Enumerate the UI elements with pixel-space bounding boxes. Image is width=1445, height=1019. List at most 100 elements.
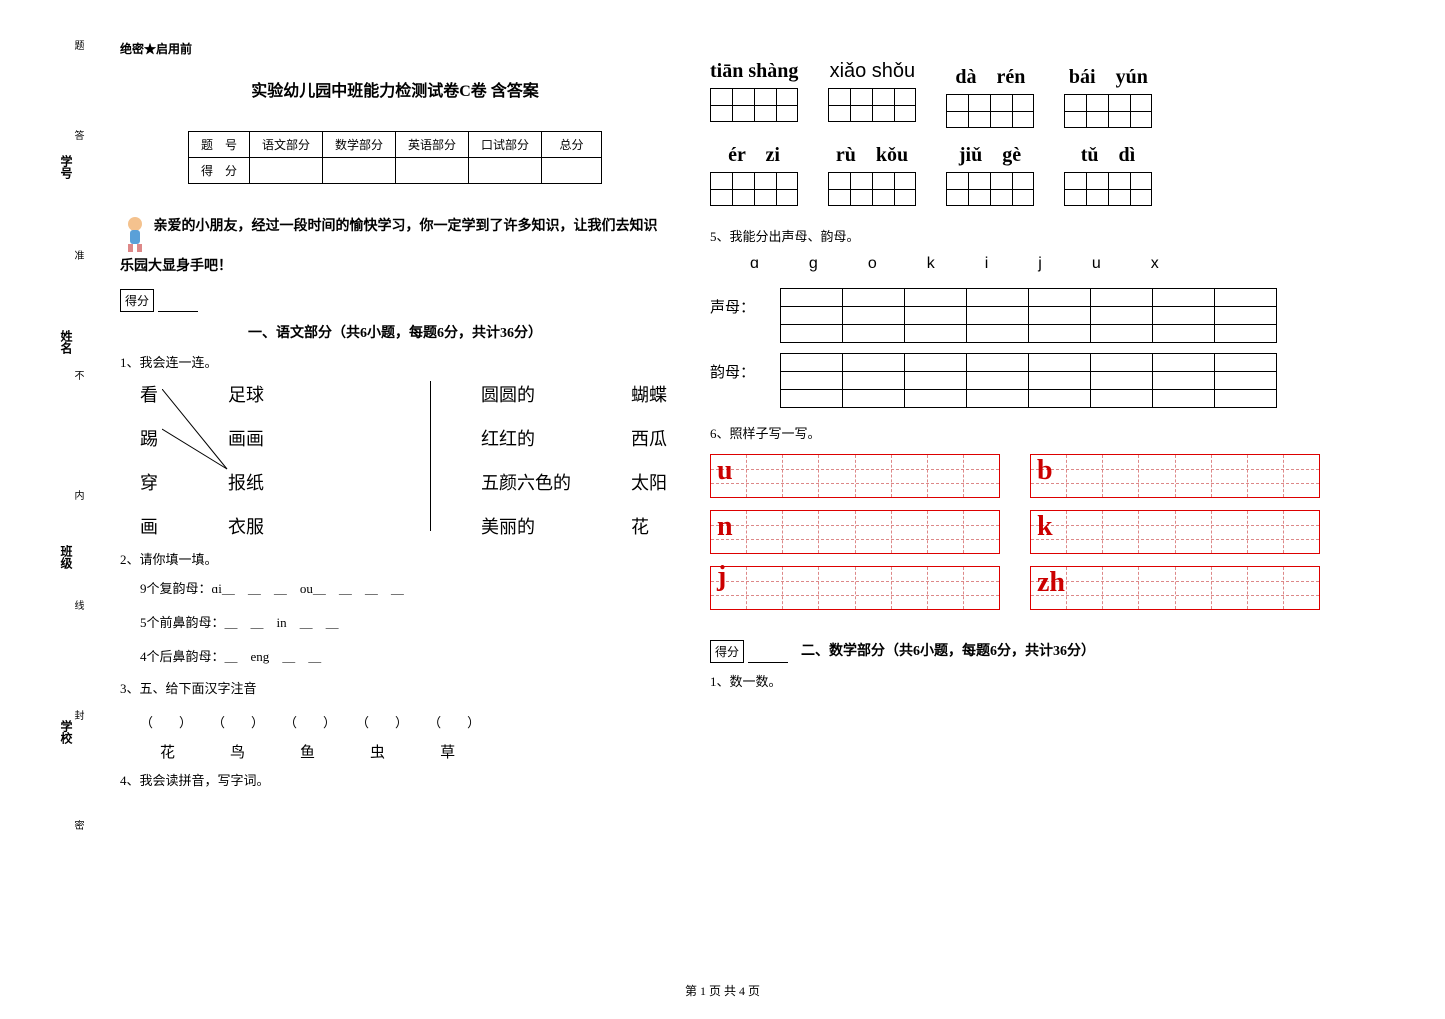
left-column: 绝密★启用前 实验幼儿园中班能力检测试卷C卷 含答案 题 号 语文部分 数学部分… [100, 30, 690, 930]
binding-marker: 线 [70, 600, 85, 610]
pinyin-group: xiǎo shǒu [828, 60, 916, 122]
q5-table [780, 288, 1277, 343]
q4-row2: ér zi rù kǒu jiǔ gè tǔ dì [710, 138, 1350, 206]
binding-marker: 准 [70, 250, 85, 260]
match-item: 美丽的 [481, 513, 571, 539]
paren: （ ） [140, 712, 192, 731]
match-item: 红红的 [481, 425, 571, 451]
char-grid [946, 172, 1034, 206]
pinyin-group: ér zi [710, 138, 798, 206]
pinyin-group: dà rén [946, 60, 1034, 128]
letter: x [1151, 255, 1159, 273]
q1-left-b: 足球 画画 报纸 衣服 [228, 381, 264, 539]
score-cell [396, 158, 469, 184]
score-header: 总分 [542, 132, 602, 158]
grid-letter: u [717, 457, 733, 485]
score-header: 英语部分 [396, 132, 469, 158]
match-line-icon [162, 389, 232, 519]
s2-q1-label: 1、数一数。 [710, 671, 1350, 690]
binding-marker: 内 [70, 490, 85, 500]
binding-marker: 答 [70, 130, 85, 140]
right-column: tiān shàng xiǎo shǒu dà rén bái yún [690, 30, 1370, 930]
char-grid [946, 94, 1034, 128]
q2-line2: 5个前鼻韵母：＿ ＿ in ＿ ＿ [140, 610, 670, 636]
writing-grid: n [710, 510, 1000, 554]
intro-text: 亲爱的小朋友，经过一段时间的愉快学习，你一定学到了许多知识，让我们去知识乐园大显… [120, 214, 670, 279]
q2-label: 2、请你填一填。 [120, 549, 670, 568]
score-cell [249, 158, 322, 184]
table-row: 得 分 [188, 158, 601, 184]
page-footer: 第 1 页 共 4 页 [0, 982, 1445, 999]
q3-parens: （ ） （ ） （ ） （ ） （ ） [140, 712, 670, 731]
score-header: 口试部分 [469, 132, 542, 158]
q1-left-a: 看 踢 穿 画 [140, 381, 158, 539]
char: 虫 [370, 741, 385, 762]
classification: 绝密★启用前 [120, 40, 670, 57]
char-grid [828, 88, 916, 122]
pinyin-text: xiǎo shǒu [830, 60, 916, 83]
writing-grid: u [710, 454, 1000, 498]
match-item: 太阳 [631, 469, 667, 495]
score-label: 得 分 [188, 158, 249, 184]
pinyin-text: rù kǒu [836, 138, 908, 167]
binding-field-id: 学号 [58, 155, 75, 179]
match-item: 画 [140, 513, 158, 539]
char-grid [710, 88, 798, 122]
q6-row: u b [710, 454, 1350, 498]
score-cell [542, 158, 602, 184]
intro-content: 亲爱的小朋友，经过一段时间的愉快学习，你一定学到了许多知识，让我们去知识乐园大显… [120, 219, 658, 274]
pinyin-text: jiǔ gè [959, 138, 1021, 167]
grid-letter: zh [1037, 569, 1065, 597]
q2-line1: 9个复韵母：ɑi＿ ＿ ＿ ou＿ ＿ ＿ ＿ [140, 576, 670, 602]
match-item: 看 [140, 381, 158, 407]
char-grid [1064, 94, 1152, 128]
grid-letter: j [717, 563, 726, 591]
match-item: 足球 [228, 381, 264, 407]
score-badge: 得分 [120, 289, 154, 312]
binding-marker: 题 [70, 40, 85, 50]
char-grid [828, 172, 916, 206]
q1-right-b: 蝴蝶 西瓜 太阳 花 [631, 381, 667, 539]
match-item: 圆圆的 [481, 381, 571, 407]
char: 花 [160, 741, 175, 762]
q5-table [780, 353, 1277, 408]
section2-title: 二、数学部分（共6小题，每题6分，共计36分） [801, 644, 1095, 659]
q6-row: n k [710, 510, 1350, 554]
score-underline [748, 662, 788, 663]
score-cell [469, 158, 542, 184]
char: 草 [440, 741, 455, 762]
binding-field-school: 学校 [58, 720, 75, 744]
grid-letter: b [1037, 457, 1053, 485]
letter: o [868, 255, 877, 273]
score-header: 题 号 [188, 132, 249, 158]
binding-marker: 封 [70, 710, 85, 720]
section1-title: 一、语文部分（共6小题，每题6分，共计36分） [120, 322, 670, 342]
match-item: 穿 [140, 469, 158, 495]
q5-label: 5、我能分出声母、韵母。 [710, 226, 1350, 245]
match-item: 五颜六色的 [481, 469, 571, 495]
q5-tables: 声母： 韵母： [710, 288, 1350, 408]
q6-row: j zh [710, 566, 1350, 610]
match-item: 蝴蝶 [631, 381, 667, 407]
q6-label: 6、照样子写一写。 [710, 423, 1350, 442]
section2-header-row: 得分 二、数学部分（共6小题，每题6分，共计36分） [710, 640, 1350, 663]
writing-grid: k [1030, 510, 1320, 554]
q2-line3: 4个后鼻韵母：＿ eng ＿ ＿ [140, 644, 670, 670]
score-badge: 得分 [710, 640, 744, 663]
q3-chars: 花 鸟 鱼 虫 草 [160, 741, 670, 762]
score-underline [158, 311, 198, 312]
char: 鸟 [230, 741, 245, 762]
q4-label: 4、我会读拼音，写字词。 [120, 770, 670, 789]
binding-field-name: 姓名 [58, 330, 75, 354]
score-table: 题 号 语文部分 数学部分 英语部分 口试部分 总分 得 分 [188, 131, 602, 184]
exam-title: 实验幼儿园中班能力检测试卷C卷 含答案 [120, 77, 670, 101]
pinyin-group: jiǔ gè [946, 138, 1034, 206]
q5-shengmu-label: 声母： [710, 288, 780, 317]
pinyin-group: tǔ dì [1064, 138, 1152, 206]
char-grid [710, 172, 798, 206]
pinyin-group: bái yún [1064, 60, 1152, 128]
letter: j [1038, 255, 1042, 273]
binding-field-class: 班级 [58, 545, 75, 569]
score-cell [322, 158, 395, 184]
score-box-row: 得分 [120, 289, 670, 312]
